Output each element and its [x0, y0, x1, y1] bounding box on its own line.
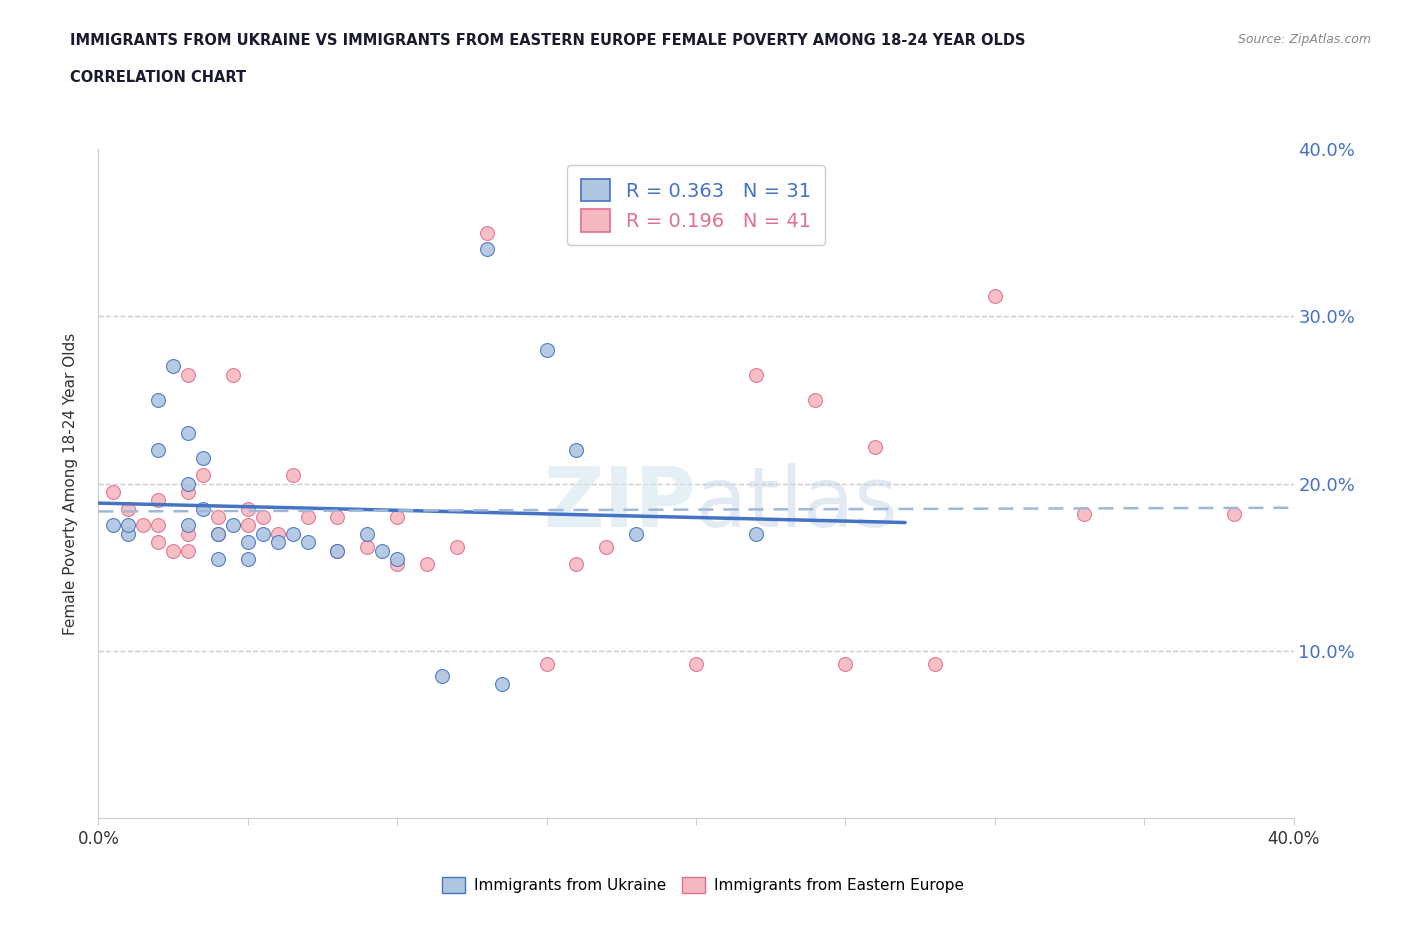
Point: [191, 451, 214, 466]
Point: [191, 468, 214, 483]
Point: [430, 669, 453, 684]
Point: [236, 535, 259, 550]
Point: [222, 367, 245, 382]
Point: [297, 510, 319, 525]
Point: [416, 556, 439, 571]
Point: [148, 443, 170, 458]
Point: [326, 543, 349, 558]
Point: [834, 657, 856, 671]
Point: [117, 526, 139, 541]
Point: [148, 493, 170, 508]
Point: [148, 392, 170, 407]
Point: [565, 556, 588, 571]
Legend: Immigrants from Ukraine, Immigrants from Eastern Europe: Immigrants from Ukraine, Immigrants from…: [436, 870, 970, 899]
Point: [1223, 506, 1246, 521]
Point: [103, 518, 125, 533]
Point: [177, 476, 200, 491]
Point: [475, 242, 498, 257]
Point: [595, 539, 617, 554]
Point: [804, 392, 827, 407]
Point: [207, 551, 229, 566]
Point: [222, 518, 245, 533]
Point: [252, 526, 274, 541]
Point: [745, 526, 768, 541]
Point: [207, 526, 229, 541]
Point: [177, 543, 200, 558]
Point: [685, 657, 707, 671]
Point: [236, 551, 259, 566]
Point: [924, 657, 946, 671]
Point: [207, 526, 229, 541]
Point: [207, 510, 229, 525]
Point: [446, 539, 468, 554]
Text: Source: ZipAtlas.com: Source: ZipAtlas.com: [1237, 33, 1371, 46]
Point: [385, 510, 409, 525]
Point: [177, 485, 200, 499]
Point: [191, 501, 214, 516]
Text: CORRELATION CHART: CORRELATION CHART: [70, 70, 246, 85]
Point: [177, 526, 200, 541]
Point: [236, 501, 259, 516]
Text: IMMIGRANTS FROM UKRAINE VS IMMIGRANTS FROM EASTERN EUROPE FEMALE POVERTY AMONG 1: IMMIGRANTS FROM UKRAINE VS IMMIGRANTS FR…: [70, 33, 1026, 47]
Point: [385, 556, 409, 571]
Point: [148, 518, 170, 533]
Point: [117, 518, 139, 533]
Point: [252, 510, 274, 525]
Point: [281, 526, 304, 541]
Point: [745, 367, 768, 382]
Point: [565, 443, 588, 458]
Point: [475, 225, 498, 240]
Point: [371, 543, 394, 558]
Point: [162, 359, 184, 374]
Point: [177, 426, 200, 441]
Point: [536, 342, 558, 357]
Point: [177, 367, 200, 382]
Point: [281, 468, 304, 483]
Point: [1073, 506, 1095, 521]
Point: [356, 539, 378, 554]
Point: [267, 535, 290, 550]
Point: [177, 518, 200, 533]
Point: [491, 677, 513, 692]
Point: [536, 657, 558, 671]
Point: [162, 543, 184, 558]
Point: [117, 501, 139, 516]
Text: atlas: atlas: [696, 463, 897, 544]
Y-axis label: Female Poverty Among 18-24 Year Olds: Female Poverty Among 18-24 Year Olds: [63, 333, 77, 635]
Point: [385, 551, 409, 566]
Point: [326, 510, 349, 525]
Text: ZIP: ZIP: [544, 463, 696, 544]
Point: [132, 518, 155, 533]
Point: [267, 526, 290, 541]
Point: [297, 535, 319, 550]
Legend: R = 0.363   N = 31, R = 0.196   N = 41: R = 0.363 N = 31, R = 0.196 N = 41: [568, 166, 824, 246]
Point: [984, 288, 1007, 303]
Point: [148, 535, 170, 550]
Point: [326, 543, 349, 558]
Point: [356, 526, 378, 541]
Point: [103, 485, 125, 499]
Point: [626, 526, 648, 541]
Point: [236, 518, 259, 533]
Point: [865, 439, 887, 454]
